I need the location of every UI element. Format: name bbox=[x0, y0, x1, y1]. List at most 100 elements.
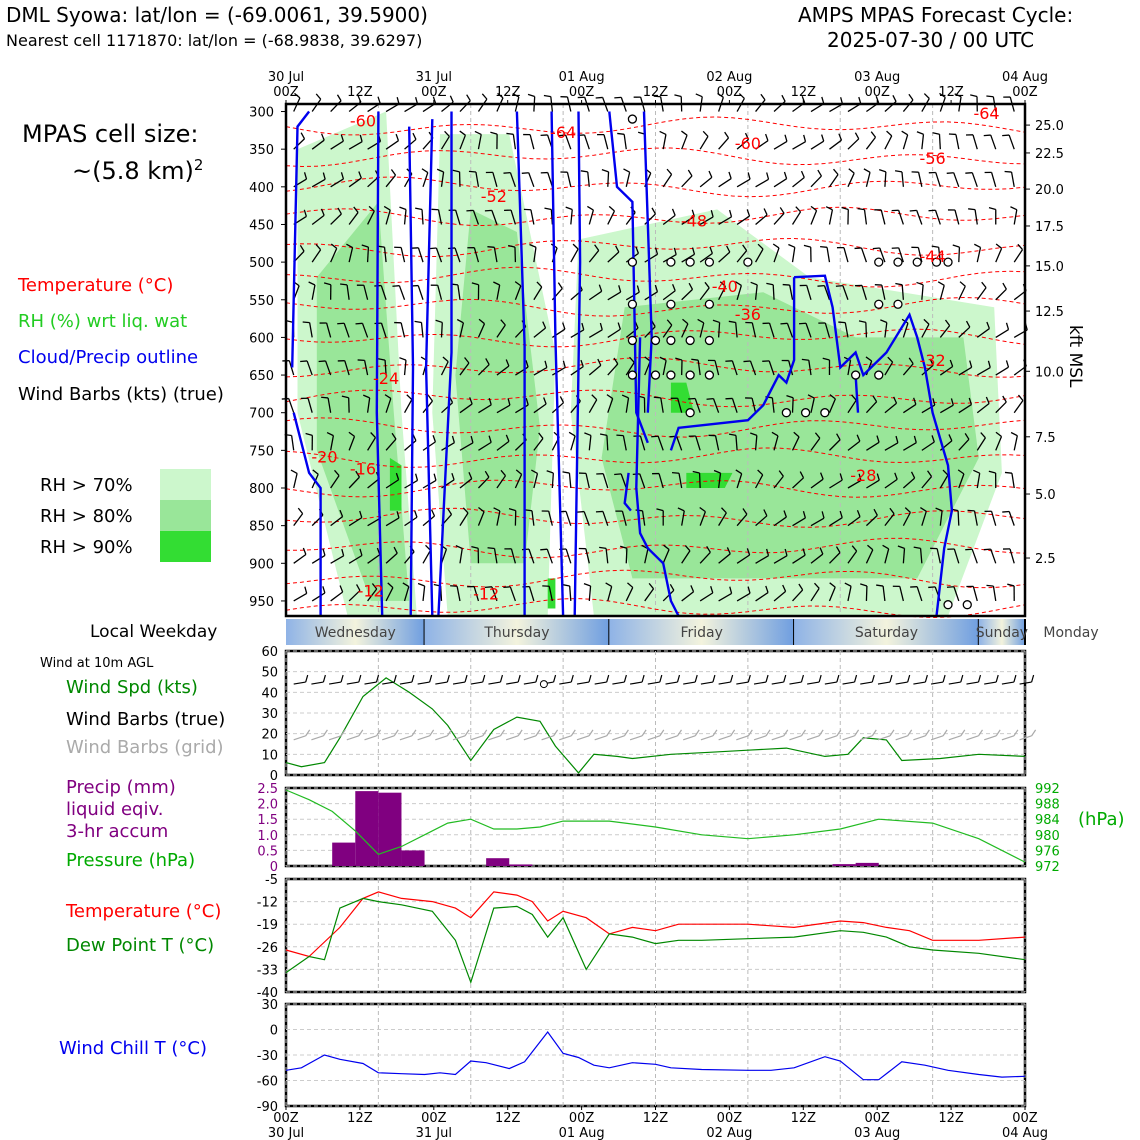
surface-barb-true-flag bbox=[995, 674, 999, 683]
wind-barb bbox=[515, 404, 529, 414]
wind-barb bbox=[860, 247, 868, 263]
surface-barb-grid bbox=[364, 735, 377, 741]
wind-barb-flag bbox=[935, 507, 943, 512]
wind-barb bbox=[528, 172, 535, 188]
wind-barb-flag bbox=[801, 95, 806, 103]
wind-barb-flag bbox=[599, 546, 607, 550]
surface-barb-grid-flag bbox=[305, 729, 311, 737]
wind-barb-flag bbox=[322, 586, 326, 594]
wind-barb-flag bbox=[746, 209, 751, 217]
wind-barb bbox=[625, 548, 628, 564]
wind-barb-flag bbox=[395, 133, 400, 141]
surface-barb-true-flag bbox=[1013, 674, 1017, 683]
wind-barb bbox=[404, 440, 417, 451]
calm-wind-circle bbox=[820, 408, 830, 418]
wind-barb bbox=[736, 473, 743, 489]
surface-barb-true bbox=[948, 681, 961, 685]
wind-barb-flag bbox=[406, 394, 413, 401]
wind-barb-flag bbox=[529, 243, 537, 248]
surface-barb-grid-flag bbox=[446, 729, 452, 737]
wind-barb bbox=[736, 250, 748, 263]
wind-barb bbox=[731, 360, 738, 376]
surface-barb-true-flag bbox=[800, 674, 805, 683]
wind-barb bbox=[1013, 400, 1024, 414]
rh-region-90 bbox=[389, 457, 402, 511]
wind-barb-flag bbox=[780, 322, 788, 325]
wind-barb-flag bbox=[781, 94, 786, 102]
wind-barb bbox=[657, 435, 664, 451]
wind-barb bbox=[660, 397, 664, 413]
wind-barb-flag bbox=[601, 169, 609, 173]
wind-barb bbox=[293, 138, 305, 150]
wind-barb bbox=[718, 592, 732, 602]
wind-barb-flag bbox=[341, 395, 349, 399]
calm-wind-circle bbox=[704, 257, 715, 267]
wind-barb bbox=[607, 586, 613, 602]
wind-barb bbox=[921, 441, 935, 451]
wind-barb bbox=[884, 513, 895, 527]
wind-barb-flag bbox=[583, 583, 591, 587]
wind-barb-flag bbox=[803, 244, 811, 248]
wind-barb bbox=[699, 511, 706, 526]
wind-barb bbox=[625, 397, 630, 413]
cell-size-exponent: 2 bbox=[193, 156, 204, 174]
weekday-band bbox=[794, 619, 979, 645]
wind-barb bbox=[921, 511, 927, 526]
wind-barb bbox=[714, 360, 720, 376]
wind-barb-flag bbox=[981, 281, 987, 289]
bottom-date-label: 30 Jul bbox=[268, 1126, 304, 1140]
wind-barb-flag bbox=[466, 209, 474, 212]
surface-barb-grid bbox=[966, 735, 979, 741]
wind-barb-flag bbox=[361, 244, 369, 248]
surface-barb-grid bbox=[399, 735, 413, 741]
wind-barb bbox=[477, 511, 485, 526]
wind-barb-flag bbox=[493, 507, 501, 512]
wind-barb bbox=[348, 476, 360, 489]
wind-barb bbox=[976, 473, 981, 489]
surface-barb-true bbox=[753, 681, 767, 685]
wind-barb bbox=[662, 549, 670, 564]
wind-barb-flag bbox=[399, 357, 407, 361]
wind-barb-flag bbox=[435, 319, 443, 324]
wind-barb bbox=[330, 140, 344, 150]
wind-barb bbox=[958, 473, 965, 489]
wind-barb bbox=[510, 548, 517, 564]
wind-barb bbox=[882, 585, 886, 602]
wind-barb-flag bbox=[865, 356, 873, 362]
wind-barb bbox=[496, 475, 507, 489]
wind-barb-flag bbox=[654, 247, 659, 255]
wind-barb bbox=[623, 134, 627, 150]
wind-barb-flag bbox=[370, 432, 376, 439]
wind-barb bbox=[570, 366, 584, 376]
surface-barb-grid bbox=[612, 735, 625, 741]
temperature-label: -40 bbox=[712, 277, 738, 296]
wind-barb bbox=[493, 548, 498, 564]
weekday-band bbox=[609, 619, 795, 645]
wind-barb bbox=[865, 401, 878, 414]
surface-barb-grid bbox=[860, 735, 873, 741]
bottom-hour-label: 00Z bbox=[717, 1111, 743, 1126]
isotherm-line bbox=[285, 417, 1026, 438]
wind-barb-flag bbox=[659, 130, 667, 136]
wind-barb-flag bbox=[417, 582, 425, 587]
wind-barb bbox=[847, 479, 862, 489]
wind-barb-flag bbox=[929, 358, 934, 366]
wind-barb-flag bbox=[800, 170, 805, 178]
wind-barb bbox=[917, 247, 923, 263]
wind-barb bbox=[583, 134, 590, 150]
wind-barb-flag bbox=[854, 132, 860, 140]
wind-barb-flag bbox=[562, 471, 570, 474]
wind-barb bbox=[843, 247, 849, 263]
wind-barb-flag bbox=[527, 93, 535, 98]
wind-barb bbox=[901, 284, 905, 300]
surface-barb-true-flag bbox=[818, 674, 822, 683]
wind-barb-flag bbox=[378, 358, 386, 361]
pressure-tick-label: 900 bbox=[249, 557, 274, 572]
wind-barb bbox=[958, 366, 972, 376]
surface-barb-grid-flag bbox=[376, 729, 382, 737]
wind-barb bbox=[699, 216, 714, 226]
wind-barb bbox=[736, 285, 742, 300]
wind-barb bbox=[459, 548, 463, 564]
wind-barb-flag bbox=[303, 172, 308, 180]
surface-barb-true bbox=[293, 681, 306, 685]
